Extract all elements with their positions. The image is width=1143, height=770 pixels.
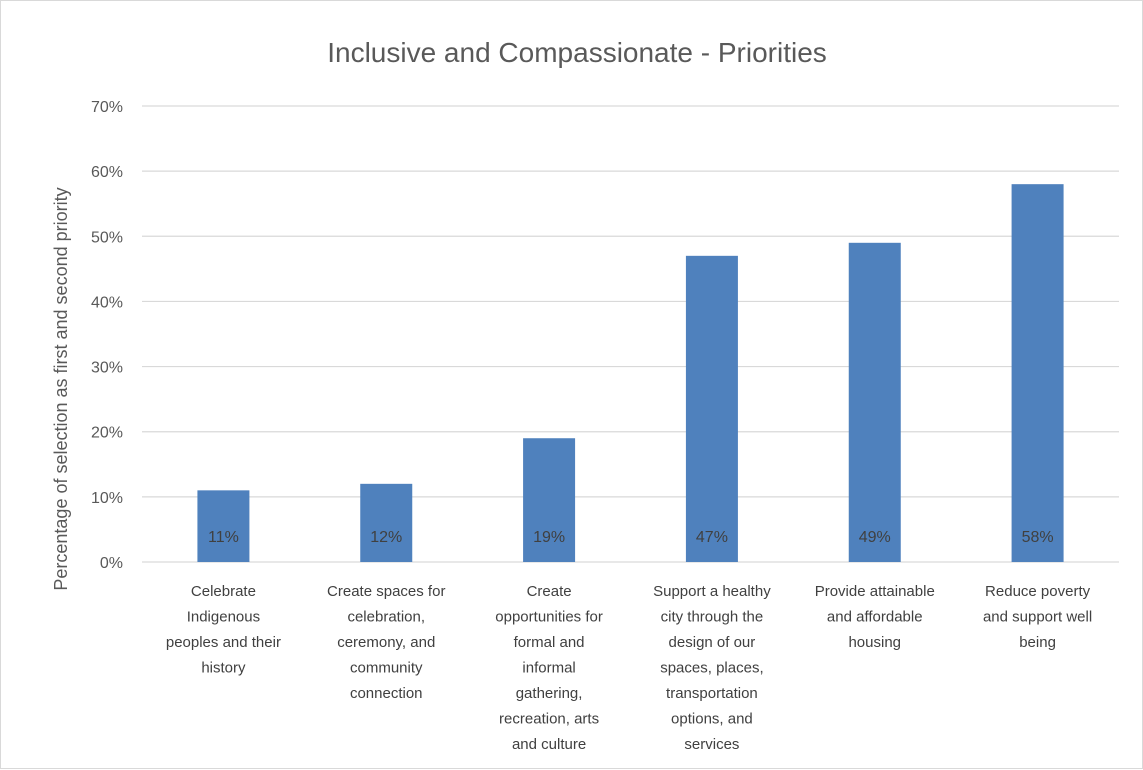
x-category-label: Reduce poverty and support well being: [983, 583, 1092, 651]
y-axis-ticks: 0% 10% 20% 30% 40% 50% 60% 70%: [91, 99, 123, 572]
chart-title: Inclusive and Compassionate - Priorities: [327, 37, 827, 68]
data-label: 47%: [696, 529, 728, 546]
data-label: 19%: [533, 529, 565, 546]
x-category-label: Support a healthy city through the design …: [653, 583, 771, 753]
bar: [523, 438, 576, 562]
y-tick-label: 70%: [91, 99, 123, 116]
y-tick-label: 60%: [91, 164, 123, 181]
x-axis-categories: Celebrate Indigenous peoples and their hist…: [166, 583, 1092, 753]
y-tick-label: 0%: [100, 555, 123, 572]
x-category-label: Celebrate Indigenous peoples and their hist…: [166, 583, 281, 677]
data-label: 58%: [1022, 529, 1054, 546]
y-tick-label: 40%: [91, 294, 123, 311]
bar: [685, 255, 738, 563]
y-tick-label: 50%: [91, 229, 123, 246]
bar: [197, 490, 250, 562]
gridlines: [142, 105, 1119, 563]
y-tick-label: 30%: [91, 360, 123, 377]
bars: [197, 184, 1064, 563]
data-labels: 11% 12% 19% 47% 49% 58%: [208, 529, 1054, 546]
y-tick-label: 10%: [91, 490, 123, 507]
x-category-label: Create opportunities for formal and informa…: [495, 583, 603, 753]
x-category-label: Provide attainable and affordable housing: [815, 583, 935, 651]
bar: [360, 483, 413, 562]
bar: [1011, 184, 1064, 562]
data-label: 11%: [208, 529, 239, 546]
bar: [848, 242, 901, 563]
y-tick-label: 20%: [91, 425, 123, 442]
data-label: 12%: [370, 529, 402, 546]
x-category-label: Create spaces for celebration, ceremony, a…: [327, 583, 445, 702]
data-label: 49%: [859, 529, 891, 546]
y-axis-title: Percentage of selection as first and sec…: [51, 187, 71, 590]
